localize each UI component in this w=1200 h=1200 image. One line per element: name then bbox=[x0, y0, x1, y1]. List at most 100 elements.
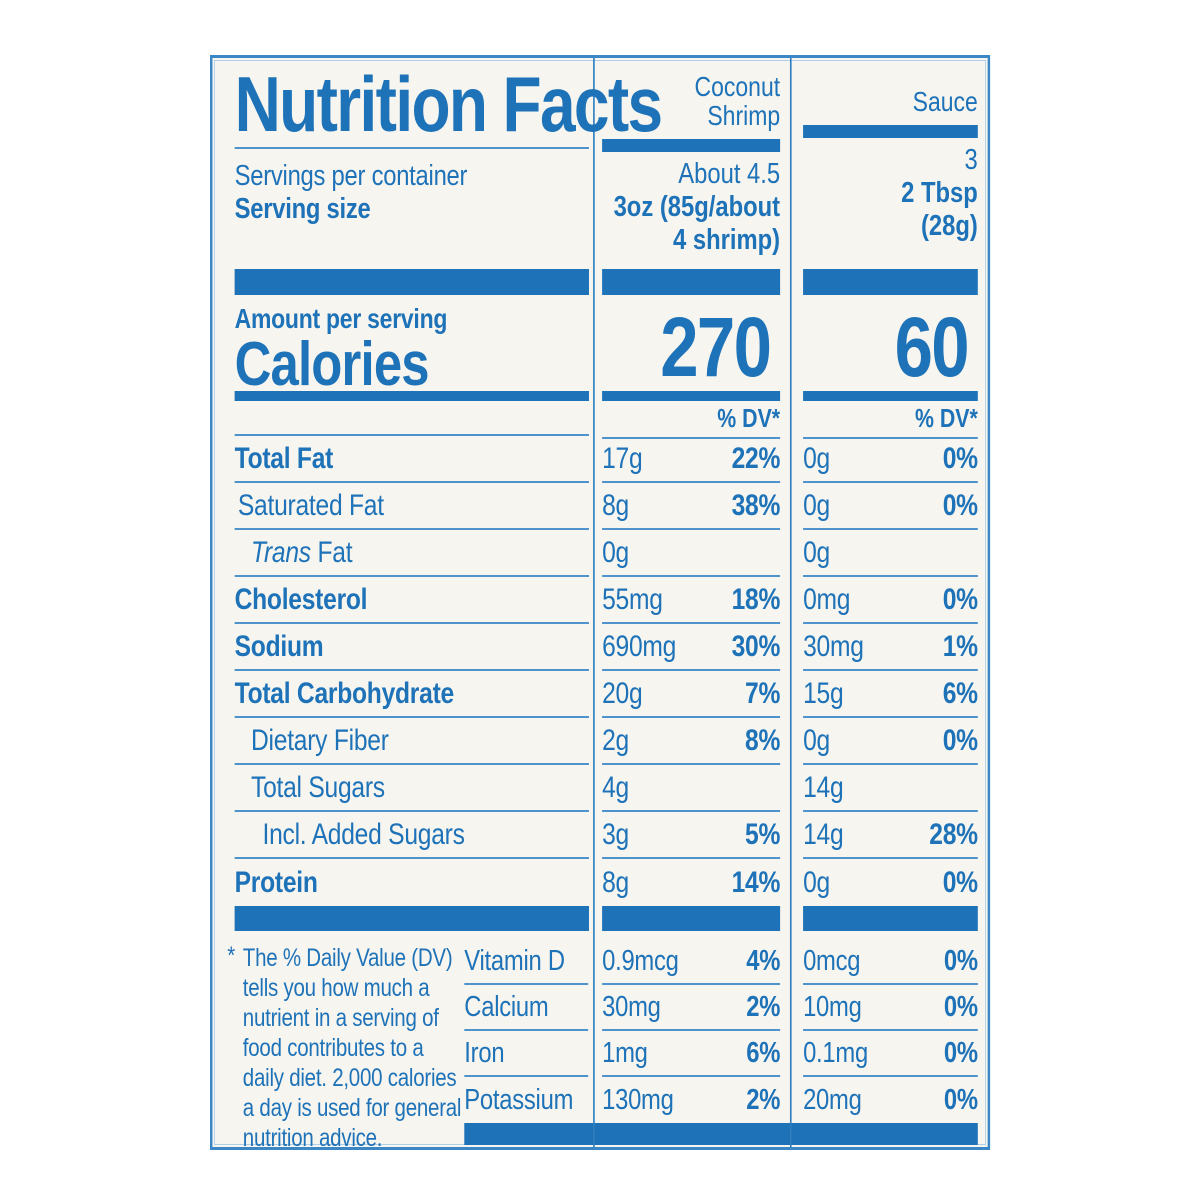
calories-underbar-cell bbox=[792, 391, 987, 402]
label-content: Nutrition Facts Servings per container S… bbox=[212, 58, 987, 1152]
p1-dv: 2% bbox=[746, 990, 781, 1023]
calories-product1-cell: 270 bbox=[596, 295, 793, 394]
p1-amount: 0.9mcg bbox=[602, 944, 679, 977]
p1-dv: 14% bbox=[731, 865, 781, 899]
p2-amount: 10mg bbox=[803, 990, 862, 1023]
separator-bar bbox=[234, 269, 589, 295]
separator-bar-cell bbox=[212, 269, 595, 295]
header-left-cell: Nutrition Facts Servings per container S… bbox=[212, 58, 663, 269]
vitamin-name: Calcium bbox=[464, 990, 549, 1023]
vitamin-p2-cell: 0.1mg 0% bbox=[792, 1031, 987, 1077]
footer-section: * The % Daily Value (DV) tells you how m… bbox=[212, 931, 987, 1155]
p1-dv: 7% bbox=[745, 676, 781, 710]
product1-header-bar bbox=[602, 139, 781, 152]
dv-footnote: * The % Daily Value (DV) tells you how m… bbox=[212, 939, 462, 1152]
product1-name-line1: Coconut bbox=[694, 71, 781, 102]
separator-bar-cell bbox=[596, 269, 793, 295]
nutrient-row-total-sugars: Total Sugars 4g 14g bbox=[212, 765, 987, 812]
calories-underbar-cell bbox=[212, 391, 595, 402]
nutrient-name: Fat bbox=[310, 535, 353, 569]
nutrient-name: Cholesterol bbox=[234, 582, 368, 616]
footnote-line: food contributes to a bbox=[242, 1034, 424, 1062]
p2-amount: 0g bbox=[803, 535, 830, 569]
vitamin-p1-cell: 130mg 2% bbox=[596, 1077, 793, 1123]
calories-label: Calories bbox=[234, 330, 430, 399]
p1-dv: 18% bbox=[731, 582, 781, 616]
p1-amount: 0g bbox=[602, 535, 629, 569]
p1-amount: 690mg bbox=[602, 629, 677, 663]
footnote-line: tells you how much a bbox=[242, 974, 430, 1002]
calories-product2-cell: 60 bbox=[792, 295, 987, 394]
p2-dv: 1% bbox=[942, 629, 978, 663]
p1-dv: 6% bbox=[746, 1036, 781, 1069]
p2-amount: 14g bbox=[803, 770, 844, 804]
p2-amount: 15g bbox=[803, 676, 844, 710]
nutrient-name: Total Sugars bbox=[251, 770, 385, 804]
vitamin-row-vitamin-d: Vitamin D bbox=[463, 939, 596, 985]
bottom-bar bbox=[464, 1123, 978, 1145]
footnote-line: nutrition advice. bbox=[242, 1124, 383, 1152]
product2-serving-size-line2: (28g) bbox=[920, 210, 978, 242]
p1-dv: 2% bbox=[746, 1083, 781, 1116]
column-divider-1 bbox=[593, 58, 595, 1147]
dv-header-product1-cell: % DV* bbox=[596, 402, 793, 439]
product1-servings-value: About 4.5 bbox=[678, 158, 781, 190]
calories-underbar-row bbox=[212, 391, 987, 402]
product2-calories-value: 60 bbox=[894, 300, 970, 394]
p2-dv: 0% bbox=[942, 865, 978, 899]
p2-amount: 0.1mg bbox=[803, 1036, 868, 1069]
p2-amount: 0g bbox=[803, 723, 830, 757]
vitamin-row-potassium: Potassium bbox=[463, 1077, 596, 1123]
header-product1-cell: Coconut Shrimp About 4.5 3oz (85g/about … bbox=[596, 58, 793, 269]
vitamin-row-calcium: Calcium bbox=[463, 985, 596, 1031]
separator-bar bbox=[602, 269, 781, 295]
p2-amount: 20mg bbox=[803, 1083, 862, 1116]
header-section: Nutrition Facts Servings per container S… bbox=[212, 58, 987, 269]
calories-underbar bbox=[803, 391, 978, 401]
nutrient-name-italic: Trans bbox=[251, 535, 311, 569]
nutrient-row-protein: Protein 8g 14% 0g 0% bbox=[212, 859, 987, 906]
label-title: Nutrition Facts bbox=[234, 60, 663, 148]
p2-dv: 0% bbox=[943, 1083, 978, 1116]
footnote-line: a day is used for general bbox=[242, 1094, 462, 1122]
footnote-asterisk: * bbox=[227, 942, 235, 970]
dv-header-product2: % DV* bbox=[914, 403, 978, 433]
p2-amount: 30mg bbox=[803, 629, 864, 663]
nutrient-name: Incl. Added Sugars bbox=[262, 817, 465, 851]
p2-amount: 0g bbox=[803, 441, 830, 475]
separator-bar-cell bbox=[792, 269, 987, 295]
product1-name-line2: Shrimp bbox=[707, 100, 781, 131]
p1-dv: 4% bbox=[746, 944, 781, 977]
p1-dv: 38% bbox=[731, 488, 781, 522]
product1-serving-size-value: 3oz (85g/about 4 shrimp) bbox=[602, 191, 781, 257]
p2-amount: 0g bbox=[803, 865, 830, 899]
calories-section: Amount per serving Calories 270 60 bbox=[212, 295, 987, 399]
separator-bar bbox=[803, 906, 978, 931]
p2-amount: 0g bbox=[803, 488, 830, 522]
separator-bar bbox=[602, 906, 781, 931]
nutrient-name: Protein bbox=[234, 865, 318, 899]
p1-dv: 8% bbox=[745, 723, 781, 757]
dv-header-left-cell bbox=[212, 402, 595, 436]
nutrient-name: Dietary Fiber bbox=[251, 723, 389, 757]
nutrition-facts-label: Nutrition Facts Servings per container S… bbox=[210, 55, 991, 1152]
calories-underbar bbox=[602, 391, 781, 401]
product1-serving-size-line1: 3oz (85g/about bbox=[613, 191, 781, 223]
product1-calories-value: 270 bbox=[660, 300, 772, 394]
p1-amount: 55mg bbox=[602, 582, 663, 616]
servings-per-container-label: Servings per container bbox=[234, 160, 468, 192]
nutrient-row-dietary-fiber: Dietary Fiber 2g 8% 0g 0% bbox=[212, 718, 987, 765]
p2-dv: 0% bbox=[942, 582, 978, 616]
p2-dv: 28% bbox=[929, 817, 978, 851]
p1-amount: 3g bbox=[602, 817, 629, 851]
nutrient-row-total-fat: Total Fat 17g 22% 0g 0% bbox=[212, 436, 987, 483]
p2-dv: 0% bbox=[943, 990, 978, 1023]
title-rule bbox=[234, 147, 589, 149]
product2-header-bar bbox=[803, 125, 978, 138]
protein-separator-bar-row bbox=[212, 906, 987, 931]
nutrient-row-total-carbohydrate: Total Carbohydrate 20g 7% 15g 6% bbox=[212, 671, 987, 718]
p1-amount: 2g bbox=[602, 723, 629, 757]
vitamin-row-iron: Iron bbox=[463, 1031, 596, 1077]
nutrient-name: Total Fat bbox=[234, 441, 334, 475]
column-divider-2 bbox=[789, 58, 792, 1147]
